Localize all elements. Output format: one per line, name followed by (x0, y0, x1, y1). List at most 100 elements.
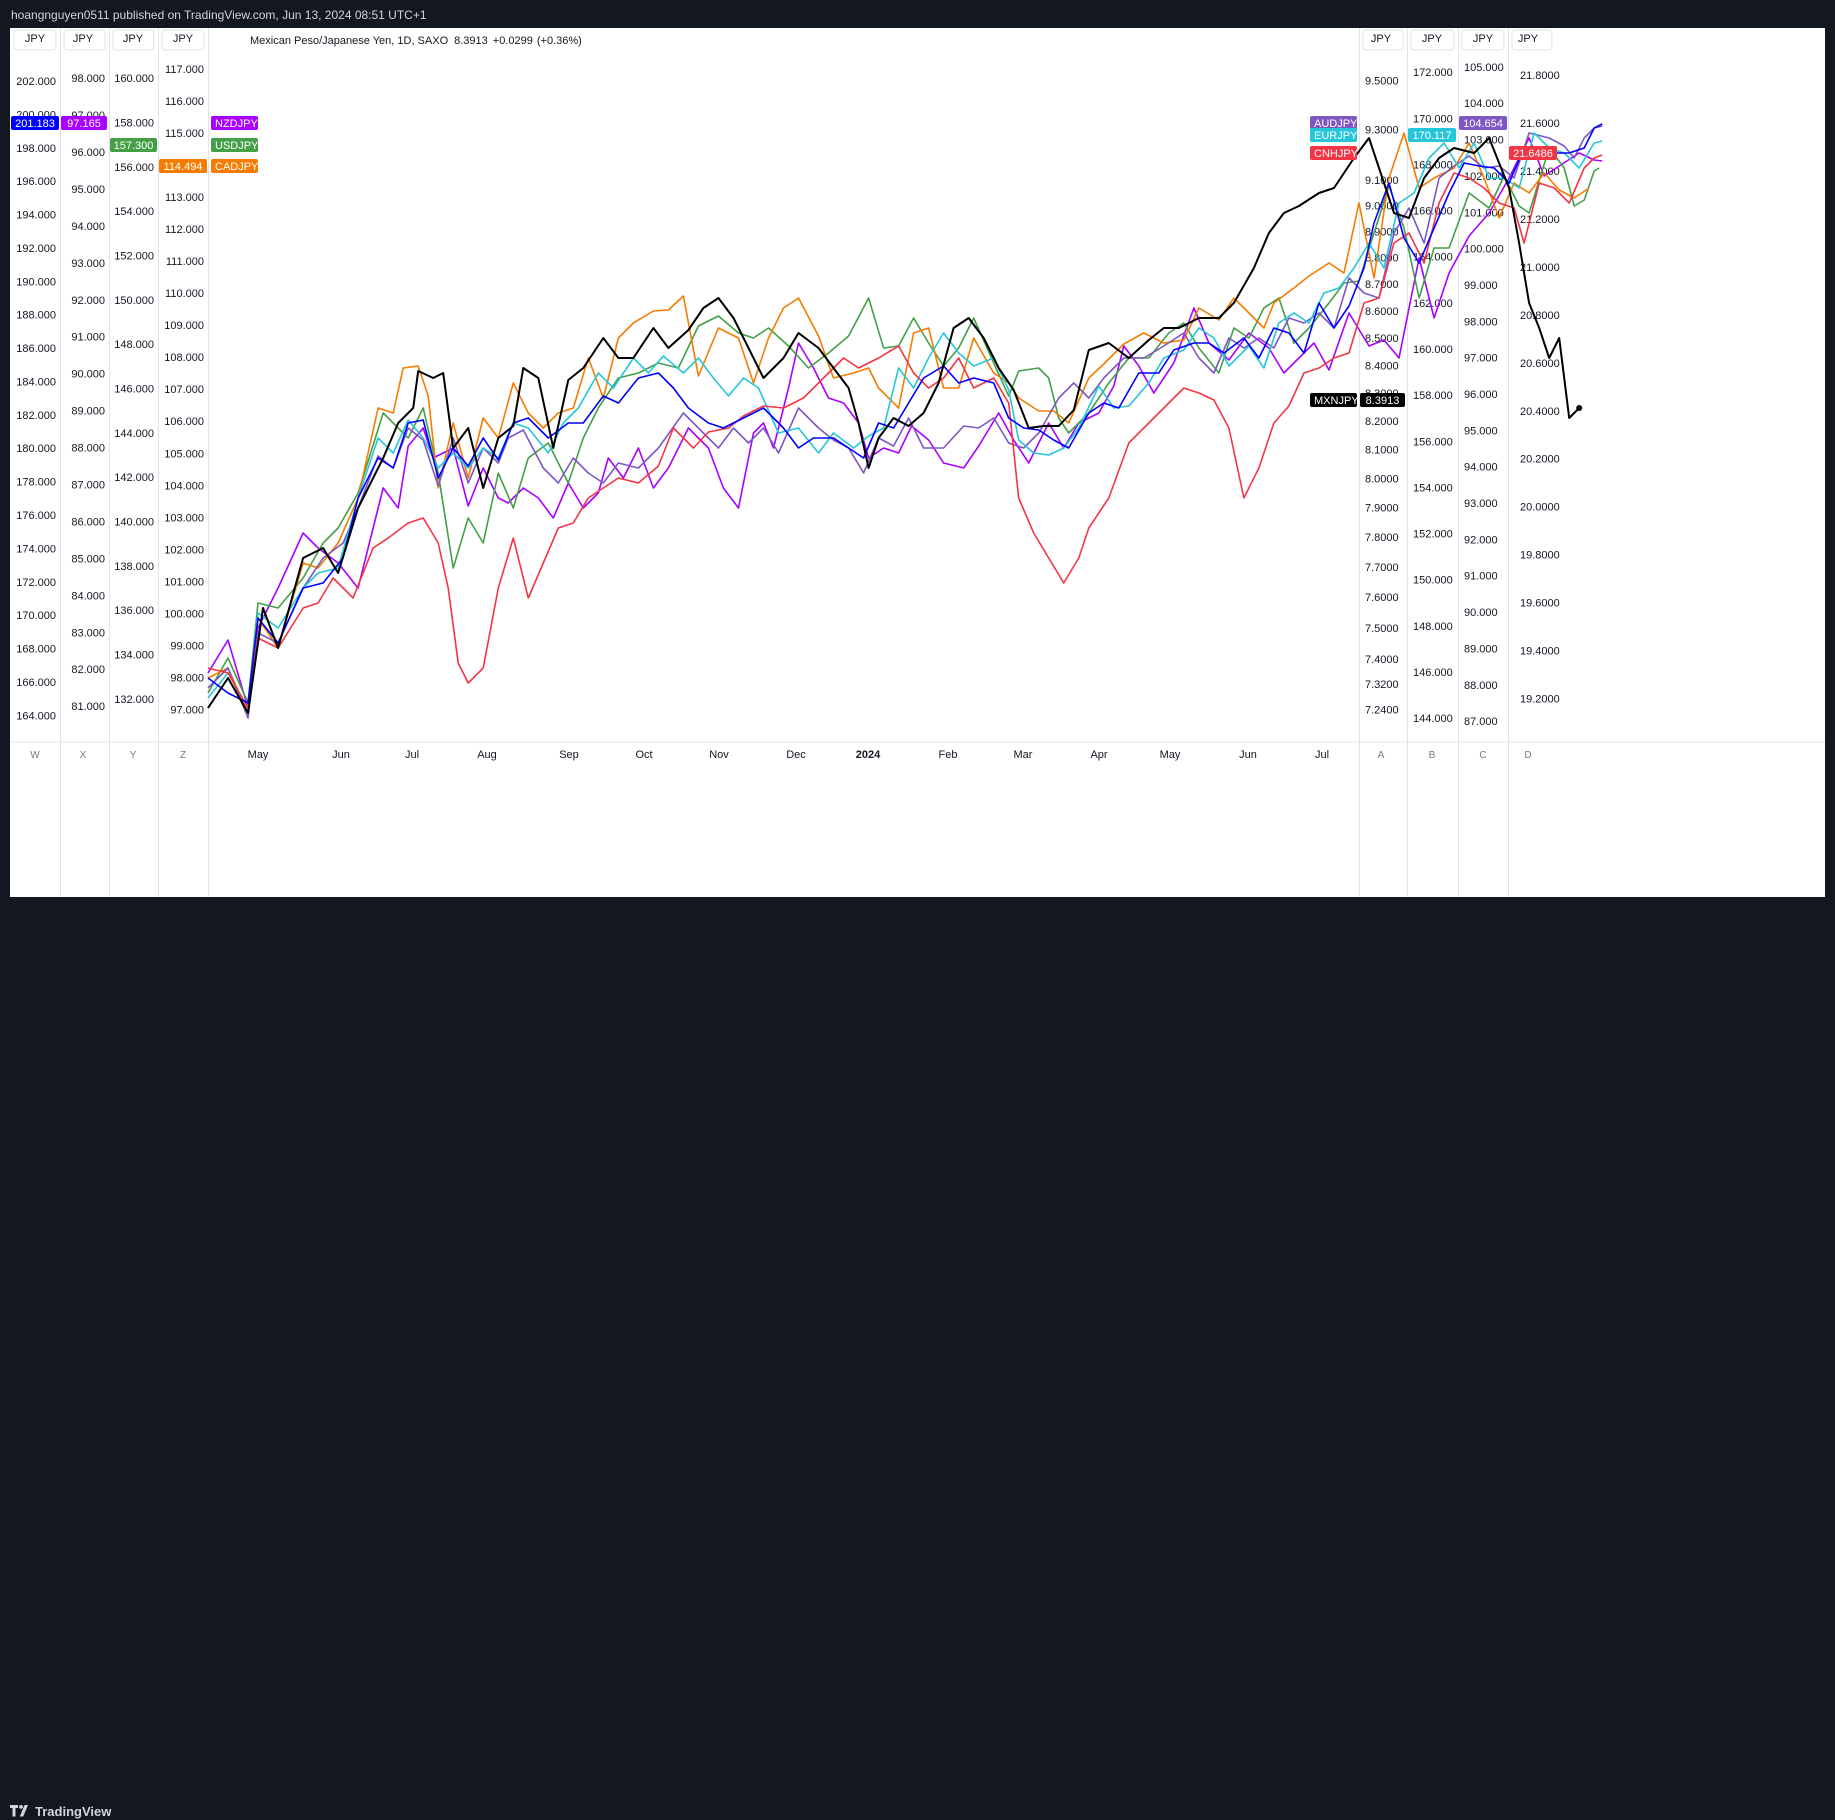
axis-tick-label: 82.000 (71, 664, 105, 676)
axis-tick-label: 116.000 (165, 96, 204, 108)
axis-tick-label: 102.000 (164, 544, 204, 556)
time-tick-label: Jun (332, 749, 350, 761)
axis-tick-label: 101.000 (164, 576, 204, 588)
series-label-text: EURJPY (1314, 130, 1358, 142)
axis-tick-label: 112.000 (165, 224, 204, 236)
series-label-usdjpy[interactable]: USDJPY (211, 138, 259, 152)
series-label-text: NZDJPY (215, 118, 258, 130)
axis-unit-box[interactable] (1362, 29, 1404, 51)
axis-tick-label: 146.000 (1413, 667, 1453, 679)
axis-tick-label: 166.000 (16, 677, 56, 689)
axis-tick-label: 117.000 (165, 64, 204, 76)
axis-tick-label: 192.000 (16, 243, 56, 255)
axis-unit-box[interactable] (1410, 29, 1455, 51)
series-label-text: USDJPY (215, 140, 259, 152)
axis-tick-label: 164.000 (16, 710, 56, 722)
axis-tick-label: 87.000 (71, 480, 105, 492)
axis-tick-label: 9.1000 (1365, 175, 1399, 187)
axis-tick-label: 81.000 (71, 701, 105, 713)
series-label-cadjpy[interactable]: CADJPY (211, 159, 259, 173)
series-label-mxnjpy[interactable]: MXNJPY (1310, 393, 1359, 407)
axis-tick-label: 92.000 (71, 295, 105, 307)
axis-tick-label: 9.5000 (1365, 75, 1399, 87)
time-tick-label: 2024 (856, 749, 881, 761)
axis-tick-label: 144.000 (1413, 713, 1453, 725)
price-tag-text: 157.300 (114, 140, 154, 152)
axis-tick-label: 140.000 (114, 516, 154, 528)
axis-tick-label: 7.4000 (1365, 654, 1399, 666)
axis-tick-label: 104.000 (1464, 98, 1504, 110)
axis-tick-label: 7.7000 (1365, 562, 1399, 574)
series-lines[interactable] (207, 123, 1603, 719)
series-label-cnhjpy[interactable]: CNHJPY (1310, 146, 1359, 160)
axis-unit-box[interactable] (1461, 29, 1505, 51)
axis-tick-label: 132.000 (114, 694, 154, 706)
axis-unit-box[interactable] (112, 29, 155, 51)
axis-tick-label: 96.000 (71, 147, 105, 159)
axis-unit-label: JPY (173, 33, 194, 45)
publish-bar: hoangnguyen0511 published on TradingView… (0, 0, 1835, 28)
published-info: hoangnguyen0511 published on TradingView… (11, 8, 427, 22)
axis-tick-label: 88.000 (71, 443, 105, 455)
price-tag-text: 114.494 (164, 161, 203, 173)
series-line-eurjpy[interactable] (207, 132, 1603, 709)
axis-tick-label: 7.8000 (1365, 532, 1399, 544)
price-tag-y: 157.300 (110, 138, 157, 152)
axis-unit-label: JPY (25, 33, 46, 45)
axis-unit-box[interactable] (63, 29, 106, 51)
axis-unit-box[interactable] (1511, 29, 1553, 51)
axis-tick-label: 20.8000 (1520, 310, 1560, 322)
series-label-bg (211, 116, 258, 130)
time-tick-label: Jul (405, 749, 419, 761)
axis-unit-box[interactable] (161, 29, 205, 51)
tradingview-logo[interactable]: TradingView (10, 1802, 111, 1820)
chart-svg[interactable]: JPY 164.000 166.000 168.000 170.000 172.000 17… (10, 28, 1825, 897)
axis-tick-label: 146.000 (114, 383, 154, 395)
axis-letter: W (30, 750, 40, 761)
axis-tick-label: 160.000 (114, 73, 154, 85)
time-tick-label: Dec (786, 749, 806, 761)
series-label-eurjpy[interactable]: EURJPY (1310, 128, 1358, 142)
axis-tick-label: 91.000 (71, 332, 105, 344)
series-line-nzdjpy[interactable] (207, 137, 1603, 709)
axis-tick-label: 115.000 (165, 128, 204, 140)
series-label-bg (1310, 146, 1357, 160)
axis-unit-box[interactable] (13, 29, 57, 51)
series-label-bg (1310, 128, 1357, 142)
axis-tick-label: 138.000 (114, 561, 154, 573)
series-label-audjpy[interactable]: AUDJPY (1310, 116, 1358, 130)
axis-tick-label: 152.000 (1413, 529, 1453, 541)
axis-tick-label: 134.000 (114, 649, 154, 661)
axis-tick-label: 8.1000 (1365, 445, 1399, 457)
axis-tick-label: 21.2000 (1520, 214, 1560, 226)
time-axis: W X Y Z A B C D May Jun Jul Aug Sep Oct Nov Dec 2024 Feb M… (30, 749, 1531, 761)
axis-unit-label: JPY (123, 33, 144, 45)
series-label-nzdjpy[interactable]: NZDJPY (211, 116, 258, 130)
series-label-text: MXNJPY (1314, 395, 1359, 407)
axis-tick-label: 90.000 (1464, 607, 1498, 619)
time-tick-label: Apr (1090, 749, 1107, 761)
legend-last: 8.3913 (454, 35, 488, 47)
legend-change: +0.0299 (493, 35, 533, 47)
axis-tick-label: 168.000 (16, 644, 56, 656)
axis-tick-label: 21.6000 (1520, 118, 1560, 130)
axis-letter: D (1524, 750, 1531, 761)
series-label-bg (211, 159, 258, 173)
series-line-mxnjpy[interactable] (207, 137, 1580, 714)
axis-tick-label: 20.0000 (1520, 502, 1560, 514)
axis-tick-label: 148.000 (114, 339, 154, 351)
axis-tick-label: 104.000 (164, 480, 204, 492)
axis-tick-label: 19.6000 (1520, 598, 1560, 610)
price-tag-bg (1509, 146, 1557, 160)
axis-letter: Z (180, 750, 186, 761)
series-label-bg (1310, 393, 1357, 407)
time-tick-label: Sep (559, 749, 579, 761)
axis-tick-label: 95.000 (1464, 425, 1498, 437)
series-line-cnhjpy[interactable] (207, 154, 1603, 709)
axis-tick-label: 150.000 (114, 295, 154, 307)
axis-tick-label: 178.000 (16, 477, 56, 489)
axis-tick-label: 136.000 (114, 605, 154, 617)
axis-tick-label: 107.000 (164, 384, 204, 396)
axis-tick-label: 172.000 (16, 577, 56, 589)
